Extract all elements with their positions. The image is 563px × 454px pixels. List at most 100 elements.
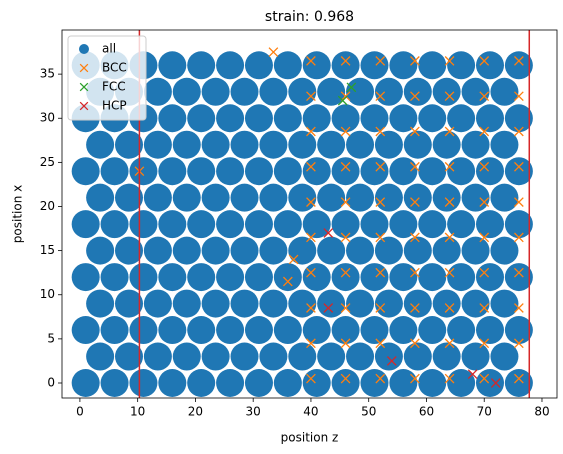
point (230, 77, 259, 106)
point (259, 77, 288, 106)
point (288, 254, 299, 265)
point (340, 126, 351, 137)
point (374, 236, 403, 265)
point (504, 316, 533, 345)
point (514, 161, 524, 172)
point (360, 51, 389, 80)
point (389, 157, 418, 186)
point (490, 77, 519, 106)
point (317, 236, 346, 265)
point (201, 77, 230, 106)
point (71, 368, 100, 397)
point (514, 197, 524, 207)
point (187, 210, 216, 239)
series (323, 228, 501, 388)
point (201, 342, 230, 371)
point (514, 267, 524, 278)
point (490, 289, 519, 318)
point (514, 232, 524, 243)
legend-label: FCC (102, 80, 126, 94)
point (79, 63, 89, 73)
point (187, 157, 216, 186)
point (216, 51, 245, 80)
point (259, 130, 288, 159)
x-tick-label: 60 (419, 405, 434, 419)
x-tick-label: 20 (188, 405, 203, 419)
point (418, 51, 447, 80)
point (479, 338, 490, 349)
point (317, 183, 346, 212)
x-tick-label: 70 (477, 405, 492, 419)
point (479, 126, 490, 137)
point (273, 210, 302, 239)
point (346, 183, 375, 212)
point (375, 338, 386, 349)
point (403, 236, 432, 265)
point (504, 368, 533, 397)
point (374, 77, 403, 106)
point (340, 373, 351, 384)
point (244, 104, 273, 133)
point (216, 263, 245, 292)
point (444, 197, 455, 207)
point (216, 316, 245, 345)
point (201, 130, 230, 159)
point (375, 197, 386, 207)
point (461, 183, 490, 212)
point (410, 338, 420, 349)
axes-frame (61, 29, 558, 399)
point (389, 316, 418, 345)
y-tick-label: 15 (40, 243, 55, 257)
point (79, 101, 89, 111)
point (337, 95, 348, 106)
point (86, 236, 115, 265)
point (302, 157, 331, 186)
point (172, 130, 201, 159)
point (340, 338, 351, 349)
point (306, 232, 316, 243)
point (360, 104, 389, 133)
point (100, 316, 129, 345)
point (71, 316, 100, 345)
point (514, 56, 524, 66)
point (375, 56, 386, 66)
point (444, 303, 455, 313)
point (340, 267, 351, 278)
point (288, 77, 317, 106)
point (306, 91, 316, 102)
point (447, 316, 476, 345)
point (216, 368, 245, 397)
point (375, 267, 386, 278)
point (143, 130, 172, 159)
y-tick-label: 25 (40, 155, 55, 169)
point (86, 183, 115, 212)
point (444, 126, 455, 137)
point (216, 104, 245, 133)
point (479, 303, 490, 313)
x-tick-label: 50 (361, 405, 376, 419)
y-tick-label: 0 (47, 375, 55, 389)
point (244, 263, 273, 292)
x-tick-label: 30 (246, 405, 261, 419)
point (273, 263, 302, 292)
point (444, 56, 455, 66)
point (410, 303, 420, 313)
point (158, 104, 187, 133)
point (288, 130, 317, 159)
point (375, 91, 386, 102)
point (302, 51, 331, 80)
point (244, 157, 273, 186)
point (461, 130, 490, 159)
point (514, 338, 524, 349)
point (479, 56, 490, 66)
point (444, 232, 455, 243)
point (447, 157, 476, 186)
point (375, 303, 386, 313)
point (418, 157, 447, 186)
point (346, 82, 357, 93)
point (129, 368, 158, 397)
point (230, 130, 259, 159)
y-tick-label: 35 (40, 67, 55, 81)
point (475, 368, 504, 397)
